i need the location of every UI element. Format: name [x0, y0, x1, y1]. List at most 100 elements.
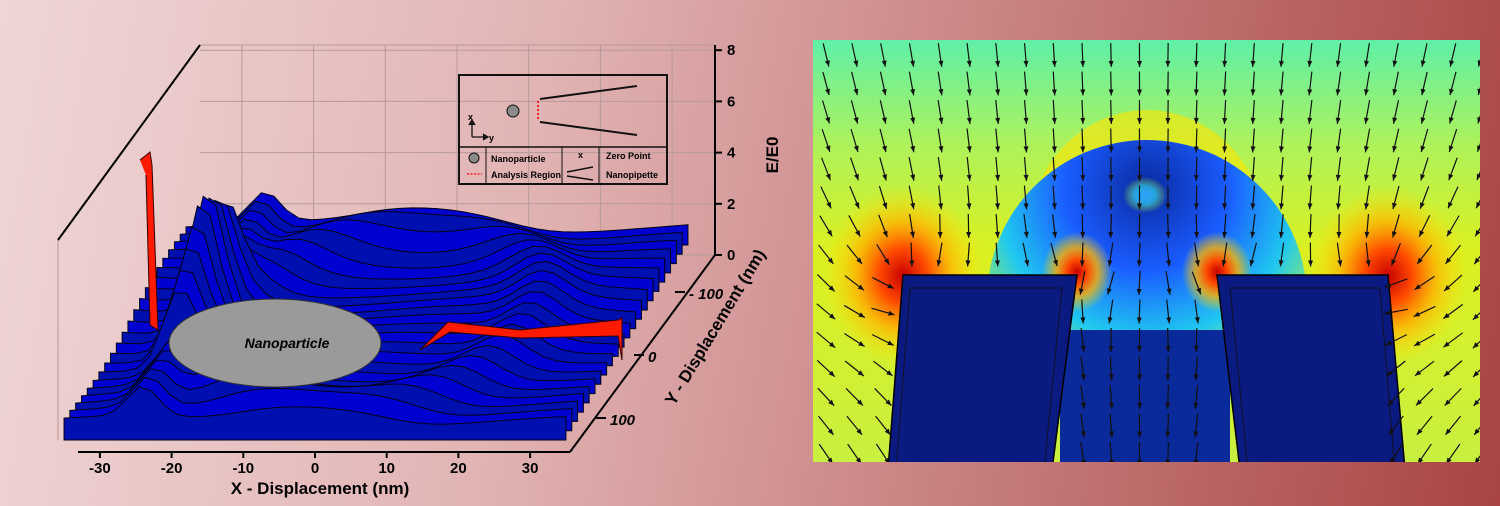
field-arrow-head	[1196, 287, 1201, 295]
field-arrow-head	[1250, 60, 1256, 67]
field-arrow-head	[1080, 431, 1086, 438]
field-arrow-head	[994, 203, 1000, 210]
field-arrow-head	[1414, 284, 1421, 290]
field-arrow-head	[1193, 174, 1199, 181]
y-tick-label: 100	[610, 412, 636, 429]
field-arrow-head	[966, 174, 972, 181]
field-arrow-head	[1472, 313, 1479, 320]
field-arrow-head	[1364, 231, 1370, 238]
field-arrow-head	[857, 284, 865, 291]
field-arrow-head	[1136, 260, 1142, 267]
inset-axis-x: x	[468, 112, 473, 122]
legend-nanoparticle: Nanoparticle	[491, 154, 546, 164]
field-arrow-head	[1307, 89, 1313, 96]
field-arrow-head	[1250, 203, 1256, 210]
field-arrow-head	[1364, 203, 1370, 210]
field-arrow-head	[1392, 174, 1398, 181]
field-arrow-head	[888, 310, 895, 316]
field-arrow-head	[1477, 116, 1480, 124]
field-arrow-head	[1335, 60, 1341, 67]
field-arrow-head	[1307, 231, 1313, 238]
field-arrow-head	[1052, 231, 1058, 238]
field-arrow-head	[995, 117, 1001, 124]
z-tick-label: 0	[727, 247, 735, 264]
field-arrow-head	[1420, 117, 1426, 124]
field-arrow-head	[824, 60, 830, 67]
field-arrow-head	[1446, 229, 1453, 237]
field-arrow-head	[1444, 399, 1451, 406]
field-arrow-head	[1136, 231, 1142, 238]
field-arrow-head	[1222, 89, 1228, 96]
field-arrow-head	[856, 257, 863, 264]
legend-zero-marker: x	[578, 150, 583, 160]
field-arrow-head	[827, 457, 833, 462]
field-arrow-head	[1107, 317, 1113, 324]
axis-ticks: -30 -20 -10 0 10 20 30 0 2 4 6 8 - 100 0 100	[89, 42, 736, 477]
field-arrow-head	[828, 399, 835, 406]
field-arrow-head	[1278, 146, 1284, 153]
field-arrow-head	[1364, 89, 1369, 96]
x-tick-label: -10	[232, 460, 254, 477]
field-arrow-head	[1165, 231, 1171, 238]
field-arrow-head	[1388, 428, 1395, 436]
field-arrow-head	[855, 457, 861, 462]
field-arrow-head	[1137, 459, 1143, 462]
field-arrow-head	[1449, 60, 1455, 67]
field-arrow-head	[938, 174, 944, 181]
field-arrow-head	[1363, 145, 1369, 153]
field-arrow-head	[1420, 88, 1426, 96]
y-tick-label: - 100	[689, 286, 724, 303]
nanoparticle-shape	[168, 298, 382, 388]
field-arrow-head	[1448, 173, 1454, 181]
field-arrow-head	[1108, 174, 1114, 181]
field-arrow-head	[882, 145, 887, 153]
field-arrow-head	[1418, 457, 1424, 462]
inset-legend: x y Nanoparticle Analysis Region x Zero …	[458, 74, 668, 185]
field-arrow-head	[1221, 260, 1227, 267]
field-arrow-head	[1137, 89, 1143, 96]
field-arrow-head	[1080, 174, 1086, 181]
field-arrow-head	[1335, 89, 1341, 96]
field-arrow-head	[887, 340, 894, 346]
field-arrow-head	[1165, 146, 1171, 153]
field-arrow-head	[1193, 345, 1199, 352]
field-arrow-head	[1137, 60, 1143, 67]
field-arrow-head	[1475, 457, 1480, 462]
field-arrow-head	[1165, 402, 1171, 409]
field-arrow-head	[1448, 145, 1454, 152]
field-arrow-head	[1474, 428, 1480, 435]
field-arrow-head	[966, 231, 972, 238]
field-arrow-head	[1080, 459, 1086, 462]
x-tick-label: 20	[450, 460, 467, 477]
field-arrow-head	[1222, 203, 1228, 210]
field-arrow-head	[1193, 117, 1199, 124]
legend-analysis-region: Analysis Region	[491, 170, 561, 180]
analysis-region-peak	[139, 151, 159, 331]
field-arrow-head	[1165, 203, 1171, 210]
field-arrow-head	[1476, 173, 1480, 181]
field-arrow-head	[1416, 428, 1423, 435]
field-arrow-head	[1222, 146, 1228, 153]
field-arrow-head	[881, 117, 887, 124]
field-arrow-head	[1336, 231, 1342, 238]
field-arrow-head	[1278, 117, 1284, 124]
field-arrow-head	[1364, 174, 1369, 181]
field-arrow-head	[1108, 459, 1114, 462]
field-arrow-head	[1392, 202, 1397, 210]
field-arrow-head	[1472, 342, 1479, 349]
field-arrow-head	[1193, 203, 1199, 210]
field-arrow-head	[1335, 146, 1341, 153]
field-arrow-head	[828, 285, 835, 292]
field-arrow-head	[1136, 288, 1142, 295]
field-arrow-head	[1443, 370, 1451, 377]
field-arrow-head	[1080, 231, 1086, 238]
field-arrow-head	[1335, 117, 1341, 124]
field-arrow-head	[1165, 345, 1171, 352]
field-arrow-head	[1194, 231, 1200, 238]
field-arrow-head	[1250, 174, 1256, 181]
field-arrow-head	[882, 230, 888, 238]
field-arrow-head	[1449, 88, 1454, 96]
field-arrow-head	[1136, 345, 1142, 352]
field-vectors	[816, 42, 1480, 462]
field-arrow-head	[910, 174, 916, 181]
